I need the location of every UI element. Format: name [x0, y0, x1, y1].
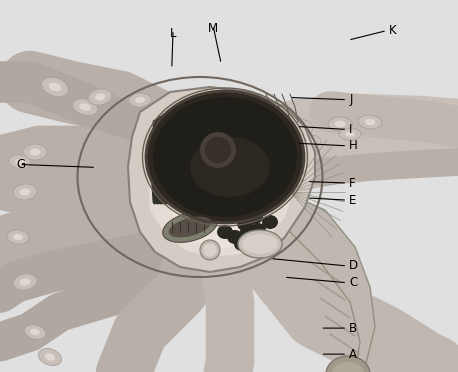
Ellipse shape [227, 230, 243, 244]
Ellipse shape [95, 93, 105, 101]
Ellipse shape [242, 234, 278, 254]
Ellipse shape [328, 117, 352, 131]
Ellipse shape [365, 119, 376, 125]
Text: C: C [349, 276, 357, 289]
Ellipse shape [299, 135, 321, 149]
Text: L: L [170, 27, 176, 40]
Ellipse shape [261, 147, 275, 157]
Text: B: B [349, 322, 357, 334]
Ellipse shape [247, 210, 263, 224]
Ellipse shape [267, 138, 281, 148]
Ellipse shape [237, 217, 253, 231]
Ellipse shape [294, 124, 306, 131]
Ellipse shape [242, 197, 258, 211]
Ellipse shape [15, 159, 25, 165]
Ellipse shape [285, 147, 299, 157]
Ellipse shape [72, 99, 98, 115]
Ellipse shape [222, 210, 238, 224]
Polygon shape [148, 97, 298, 257]
Text: D: D [349, 260, 358, 272]
Ellipse shape [153, 97, 297, 217]
Text: A: A [349, 348, 357, 360]
Ellipse shape [200, 240, 220, 260]
Ellipse shape [169, 217, 212, 237]
Text: I: I [349, 123, 353, 136]
Ellipse shape [30, 148, 40, 155]
Ellipse shape [24, 325, 46, 339]
Ellipse shape [135, 97, 145, 103]
Ellipse shape [335, 121, 345, 127]
Text: H: H [349, 140, 358, 152]
Ellipse shape [9, 155, 31, 169]
Polygon shape [128, 87, 315, 272]
Ellipse shape [20, 278, 30, 286]
Ellipse shape [326, 356, 370, 372]
Ellipse shape [129, 93, 151, 107]
Ellipse shape [257, 190, 273, 204]
Ellipse shape [262, 215, 278, 229]
Ellipse shape [42, 77, 69, 97]
Ellipse shape [252, 203, 268, 217]
Ellipse shape [13, 234, 23, 240]
Ellipse shape [358, 115, 382, 129]
Ellipse shape [332, 362, 364, 372]
Text: K: K [389, 24, 397, 37]
Ellipse shape [217, 225, 233, 239]
Ellipse shape [287, 119, 313, 135]
Ellipse shape [23, 144, 47, 160]
Ellipse shape [7, 230, 29, 244]
Text: J: J [349, 93, 353, 106]
Ellipse shape [49, 83, 61, 92]
Text: G: G [16, 158, 25, 171]
Ellipse shape [279, 155, 293, 166]
Ellipse shape [232, 205, 248, 219]
Text: E: E [349, 194, 356, 206]
Ellipse shape [13, 184, 37, 200]
Ellipse shape [238, 230, 282, 258]
Ellipse shape [279, 138, 293, 148]
Ellipse shape [147, 92, 303, 222]
Ellipse shape [203, 243, 217, 257]
Polygon shape [168, 107, 288, 250]
Ellipse shape [205, 137, 231, 163]
Ellipse shape [88, 89, 112, 105]
Ellipse shape [45, 353, 55, 361]
Ellipse shape [274, 147, 286, 157]
Text: M: M [208, 22, 218, 35]
Ellipse shape [250, 223, 266, 237]
Ellipse shape [234, 237, 250, 251]
Ellipse shape [200, 132, 236, 168]
Ellipse shape [38, 349, 62, 366]
Ellipse shape [13, 274, 37, 290]
Ellipse shape [30, 329, 40, 335]
Ellipse shape [267, 155, 281, 166]
Ellipse shape [79, 103, 91, 111]
Polygon shape [280, 197, 375, 372]
Text: F: F [349, 177, 356, 189]
Ellipse shape [240, 225, 256, 239]
Ellipse shape [190, 137, 270, 197]
Ellipse shape [345, 131, 355, 137]
Ellipse shape [305, 139, 315, 145]
Ellipse shape [339, 128, 361, 140]
Ellipse shape [20, 188, 30, 196]
Ellipse shape [163, 212, 217, 242]
Ellipse shape [230, 193, 246, 207]
